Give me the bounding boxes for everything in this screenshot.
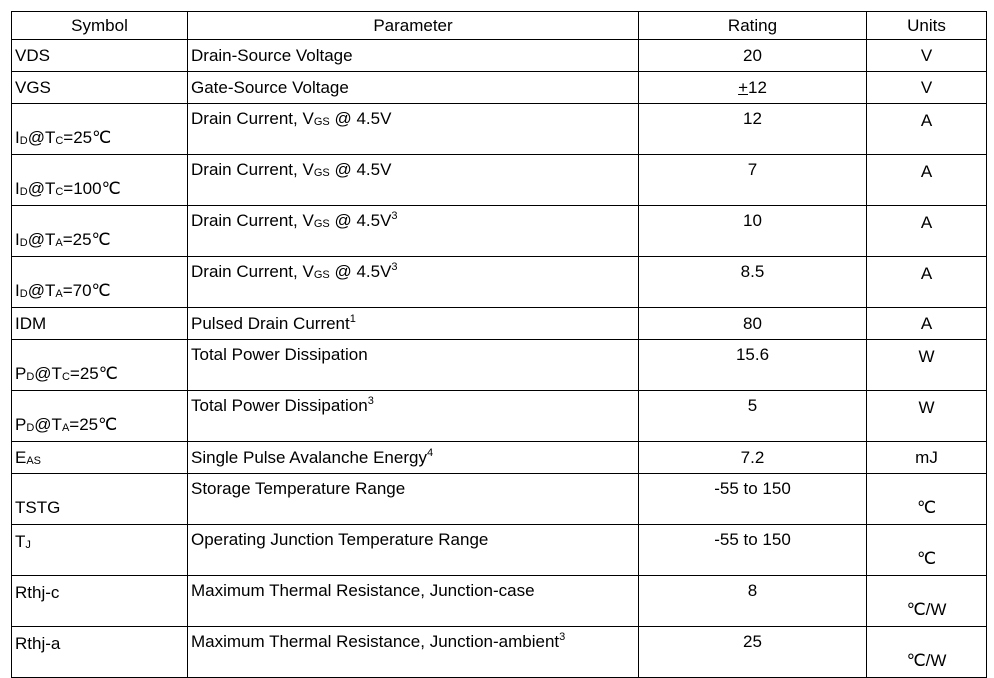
- symbol-cell: EAS: [11, 441, 188, 474]
- header-parameter: Parameter: [187, 11, 639, 40]
- symbol-cell: IDM: [11, 307, 188, 340]
- symbol-cell: ID@TC=25℃: [11, 103, 188, 155]
- rating-cell: 7.2: [638, 441, 867, 474]
- rating-cell: 25: [638, 626, 867, 678]
- parameter-cell: Gate-Source Voltage: [187, 71, 639, 104]
- symbol-cell: VDS: [11, 39, 188, 72]
- unit-cell: ℃/W: [866, 626, 987, 678]
- symbol-cell: ID@TA=70℃: [11, 256, 188, 308]
- table-row: EAS Single Pulse Avalanche Energy4 7.2 m…: [11, 441, 987, 474]
- unit-cell: A: [866, 256, 987, 308]
- symbol-cell: Rthj-a: [11, 626, 188, 678]
- unit-cell: W: [866, 390, 987, 442]
- unit-cell: ℃/W: [866, 575, 987, 627]
- parameter-cell: Drain Current, VGS @ 4.5V: [187, 103, 639, 155]
- parameter-cell: Total Power Dissipation: [187, 339, 639, 391]
- rating-cell: 5: [638, 390, 867, 442]
- rating-cell: 8.5: [638, 256, 867, 308]
- unit-cell: A: [866, 307, 987, 340]
- rating-cell: -55 to 150: [638, 473, 867, 525]
- symbol-cell: Rthj-c: [11, 575, 188, 627]
- parameter-cell: Total Power Dissipation3: [187, 390, 639, 442]
- header-symbol: Symbol: [11, 11, 188, 40]
- unit-cell: mJ: [866, 441, 987, 474]
- parameter-cell: Maximum Thermal Resistance, Junction-cas…: [187, 575, 639, 627]
- unit-cell: ℃: [866, 473, 987, 525]
- table-row: TSTG Storage Temperature Range -55 to 15…: [11, 473, 987, 525]
- header-row: Symbol Parameter Rating Units: [11, 11, 987, 40]
- unit-cell: ℃: [866, 524, 987, 576]
- table-row: ID@TA=25℃ Drain Current, VGS @ 4.5V3 10 …: [11, 205, 987, 257]
- table-row: VGS Gate-Source Voltage +12 V: [11, 71, 987, 104]
- rating-cell: 8: [638, 575, 867, 627]
- absolute-maximum-ratings-table: Symbol Parameter Rating Units VDS Drain-…: [11, 11, 987, 678]
- header-units: Units: [866, 11, 987, 40]
- rating-cell: -55 to 150: [638, 524, 867, 576]
- header-rating: Rating: [638, 11, 867, 40]
- rating-cell: 15.6: [638, 339, 867, 391]
- parameter-cell: Drain Current, VGS @ 4.5V: [187, 154, 639, 206]
- symbol-cell: VGS: [11, 71, 188, 104]
- table-row: ID@TC=25℃ Drain Current, VGS @ 4.5V 12 A: [11, 103, 987, 155]
- parameter-cell: Maximum Thermal Resistance, Junction-amb…: [187, 626, 639, 678]
- parameter-cell: Single Pulse Avalanche Energy4: [187, 441, 639, 474]
- rating-cell: +12: [638, 71, 867, 104]
- rating-cell: 10: [638, 205, 867, 257]
- unit-cell: V: [866, 71, 987, 104]
- symbol-cell: TSTG: [11, 473, 188, 525]
- unit-cell: A: [866, 103, 987, 155]
- parameter-cell: Drain Current, VGS @ 4.5V3: [187, 205, 639, 257]
- symbol-cell: ID@TA=25℃: [11, 205, 188, 257]
- parameter-cell: Drain-Source Voltage: [187, 39, 639, 72]
- table-row: PD@TA=25℃ Total Power Dissipation3 5 W: [11, 390, 987, 442]
- rating-cell: 80: [638, 307, 867, 340]
- unit-cell: A: [866, 205, 987, 257]
- symbol-cell: PD@TC=25℃: [11, 339, 188, 391]
- parameter-cell: Drain Current, VGS @ 4.5V3: [187, 256, 639, 308]
- table-row: Rthj-a Maximum Thermal Resistance, Junct…: [11, 626, 987, 678]
- rating-cell: 20: [638, 39, 867, 72]
- unit-cell: V: [866, 39, 987, 72]
- table-row: VDS Drain-Source Voltage 20 V: [11, 39, 987, 72]
- table-row: PD@TC=25℃ Total Power Dissipation 15.6 W: [11, 339, 987, 391]
- table-row: Rthj-c Maximum Thermal Resistance, Junct…: [11, 575, 987, 627]
- rating-cell: 7: [638, 154, 867, 206]
- unit-cell: A: [866, 154, 987, 206]
- rating-cell: 12: [638, 103, 867, 155]
- table-row: IDM Pulsed Drain Current1 80 A: [11, 307, 987, 340]
- symbol-cell: ID@TC=100℃: [11, 154, 188, 206]
- table-row: ID@TC=100℃ Drain Current, VGS @ 4.5V 7 A: [11, 154, 987, 206]
- symbol-cell: TJ: [11, 524, 188, 576]
- unit-cell: W: [866, 339, 987, 391]
- parameter-cell: Pulsed Drain Current1: [187, 307, 639, 340]
- table-row: ID@TA=70℃ Drain Current, VGS @ 4.5V3 8.5…: [11, 256, 987, 308]
- symbol-cell: PD@TA=25℃: [11, 390, 188, 442]
- parameter-cell: Storage Temperature Range: [187, 473, 639, 525]
- parameter-cell: Operating Junction Temperature Range: [187, 524, 639, 576]
- table-row: TJ Operating Junction Temperature Range …: [11, 524, 987, 576]
